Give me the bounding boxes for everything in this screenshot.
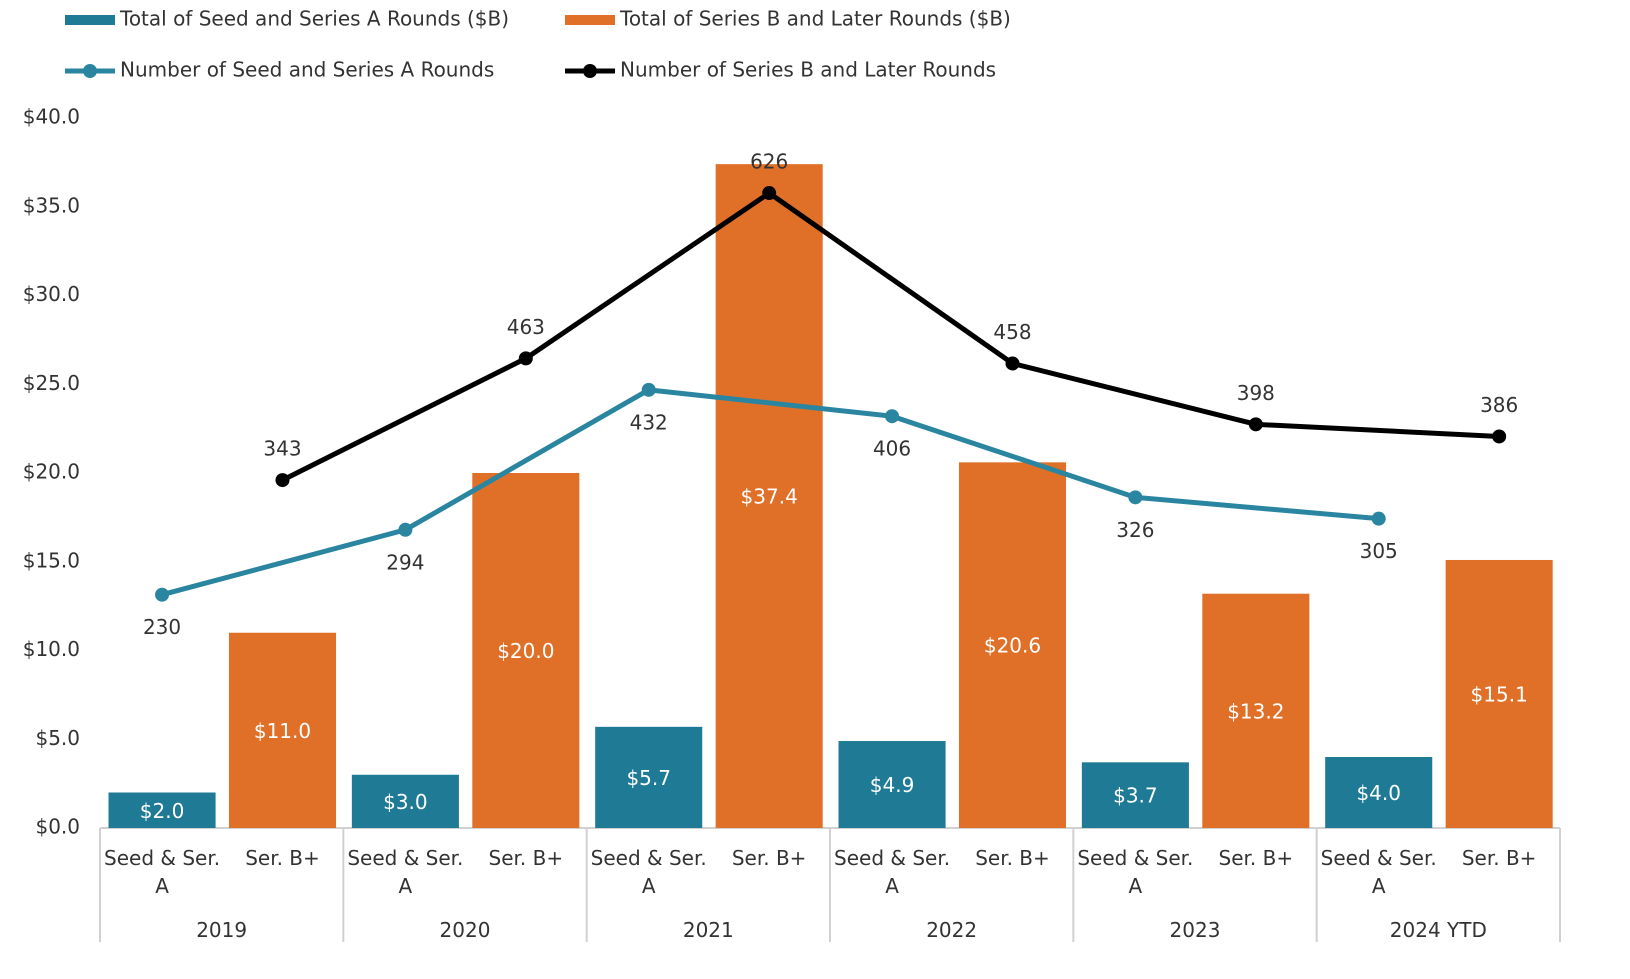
x-subcategory-label: Seed & Ser. A bbox=[834, 846, 951, 898]
line-value-label: 463 bbox=[507, 315, 545, 339]
line-value-label: 406 bbox=[873, 437, 911, 461]
line-value-label: 326 bbox=[1116, 518, 1154, 542]
line-marker bbox=[641, 382, 656, 397]
bar bbox=[228, 632, 337, 828]
bar-value-label: $3.7 bbox=[1113, 784, 1158, 808]
legend-label: Number of Series B and Later Rounds bbox=[620, 58, 996, 82]
line-value-label: 432 bbox=[630, 410, 668, 434]
line-value-label: 230 bbox=[143, 615, 181, 639]
y-tick-label: $40.0 bbox=[23, 105, 80, 129]
x-subcategory-label: Seed & Ser. A bbox=[347, 846, 464, 898]
x-category-label: 2024 YTD bbox=[1389, 918, 1487, 942]
bar-value-label: $20.6 bbox=[984, 634, 1041, 658]
line-marker bbox=[155, 587, 170, 602]
y-tick-label: $25.0 bbox=[23, 371, 80, 395]
line-marker bbox=[518, 351, 533, 366]
bar-value-label: $4.9 bbox=[870, 773, 915, 797]
bar-value-label: $20.0 bbox=[497, 639, 554, 663]
x-subcategory-label: Ser. B+ bbox=[1218, 846, 1294, 870]
bar bbox=[595, 726, 703, 828]
x-category-label: 2022 bbox=[926, 918, 978, 942]
y-tick-label: $30.0 bbox=[23, 282, 80, 306]
legend-swatch bbox=[583, 64, 597, 78]
x-subcategory-label: Ser. B+ bbox=[245, 846, 320, 870]
line-marker bbox=[1371, 511, 1386, 526]
legend-label: Total of Series B and Later Rounds ($B) bbox=[619, 7, 1011, 31]
bar-value-label: $4.0 bbox=[1356, 781, 1401, 805]
bar-value-label: $15.1 bbox=[1471, 682, 1528, 706]
y-tick-label: $5.0 bbox=[35, 726, 80, 750]
legend-swatch bbox=[565, 15, 615, 25]
x-subcategory-label: Seed & Ser. A bbox=[104, 846, 221, 898]
line-marker bbox=[1005, 356, 1020, 371]
legend-swatch bbox=[83, 64, 97, 78]
line-marker bbox=[398, 522, 413, 537]
line-value-label: 305 bbox=[1360, 539, 1398, 563]
legend-label: Number of Seed and Series A Rounds bbox=[120, 58, 494, 82]
y-tick-label: $35.0 bbox=[23, 193, 80, 217]
bar bbox=[351, 774, 459, 828]
bar bbox=[1445, 559, 1553, 828]
line bbox=[161, 387, 1379, 598]
bar bbox=[958, 462, 1067, 828]
y-tick-label: $15.0 bbox=[23, 548, 80, 572]
line-value-label: 398 bbox=[1237, 381, 1275, 405]
line-marker bbox=[1492, 429, 1507, 444]
bar bbox=[1202, 593, 1310, 828]
x-category-label: 2023 bbox=[1169, 918, 1221, 942]
bar-value-label: $11.0 bbox=[254, 719, 311, 743]
legend-swatch bbox=[65, 15, 115, 25]
bar bbox=[838, 741, 946, 828]
line-value-label: 386 bbox=[1480, 393, 1518, 417]
x-subcategory-label: Ser. B+ bbox=[488, 846, 564, 870]
bar-value-label: $5.7 bbox=[626, 766, 671, 790]
bar bbox=[472, 473, 580, 828]
x-subcategory-label: Ser. B+ bbox=[975, 846, 1050, 870]
bar-value-label: $3.0 bbox=[383, 790, 428, 814]
line-marker bbox=[275, 473, 290, 488]
line-marker bbox=[762, 186, 777, 201]
line-marker bbox=[885, 409, 900, 424]
bar-value-label: $37.4 bbox=[741, 485, 798, 509]
x-subcategory-label: Seed & Ser. A bbox=[1077, 846, 1194, 898]
line-value-label: 294 bbox=[386, 550, 424, 574]
x-subcategory-label: Seed & Ser. A bbox=[590, 846, 707, 898]
bar bbox=[108, 792, 216, 828]
legend-label: Total of Seed and Series A Rounds ($B) bbox=[119, 7, 509, 31]
line-marker bbox=[1128, 490, 1143, 505]
line-value-label: 458 bbox=[993, 320, 1031, 344]
line-value-label: 626 bbox=[750, 150, 788, 174]
bar-value-label: $13.2 bbox=[1227, 699, 1284, 723]
bar bbox=[1325, 757, 1433, 828]
x-subcategory-label: Seed & Ser. A bbox=[1320, 846, 1437, 898]
x-category-label: 2020 bbox=[439, 918, 491, 942]
line-value-label: 343 bbox=[263, 437, 301, 461]
y-tick-label: $0.0 bbox=[35, 815, 80, 839]
bar bbox=[715, 164, 823, 828]
bar bbox=[1081, 762, 1189, 828]
line-marker bbox=[1248, 417, 1263, 432]
x-subcategory-label: Ser. B+ bbox=[731, 846, 807, 870]
x-category-label: 2019 bbox=[196, 918, 248, 942]
bar-value-label: $2.0 bbox=[140, 799, 185, 823]
x-subcategory-label: Ser. B+ bbox=[1461, 846, 1537, 870]
x-category-label: 2021 bbox=[682, 918, 734, 942]
y-tick-label: $10.0 bbox=[23, 637, 80, 661]
y-tick-label: $20.0 bbox=[23, 460, 80, 484]
line bbox=[281, 190, 1500, 483]
